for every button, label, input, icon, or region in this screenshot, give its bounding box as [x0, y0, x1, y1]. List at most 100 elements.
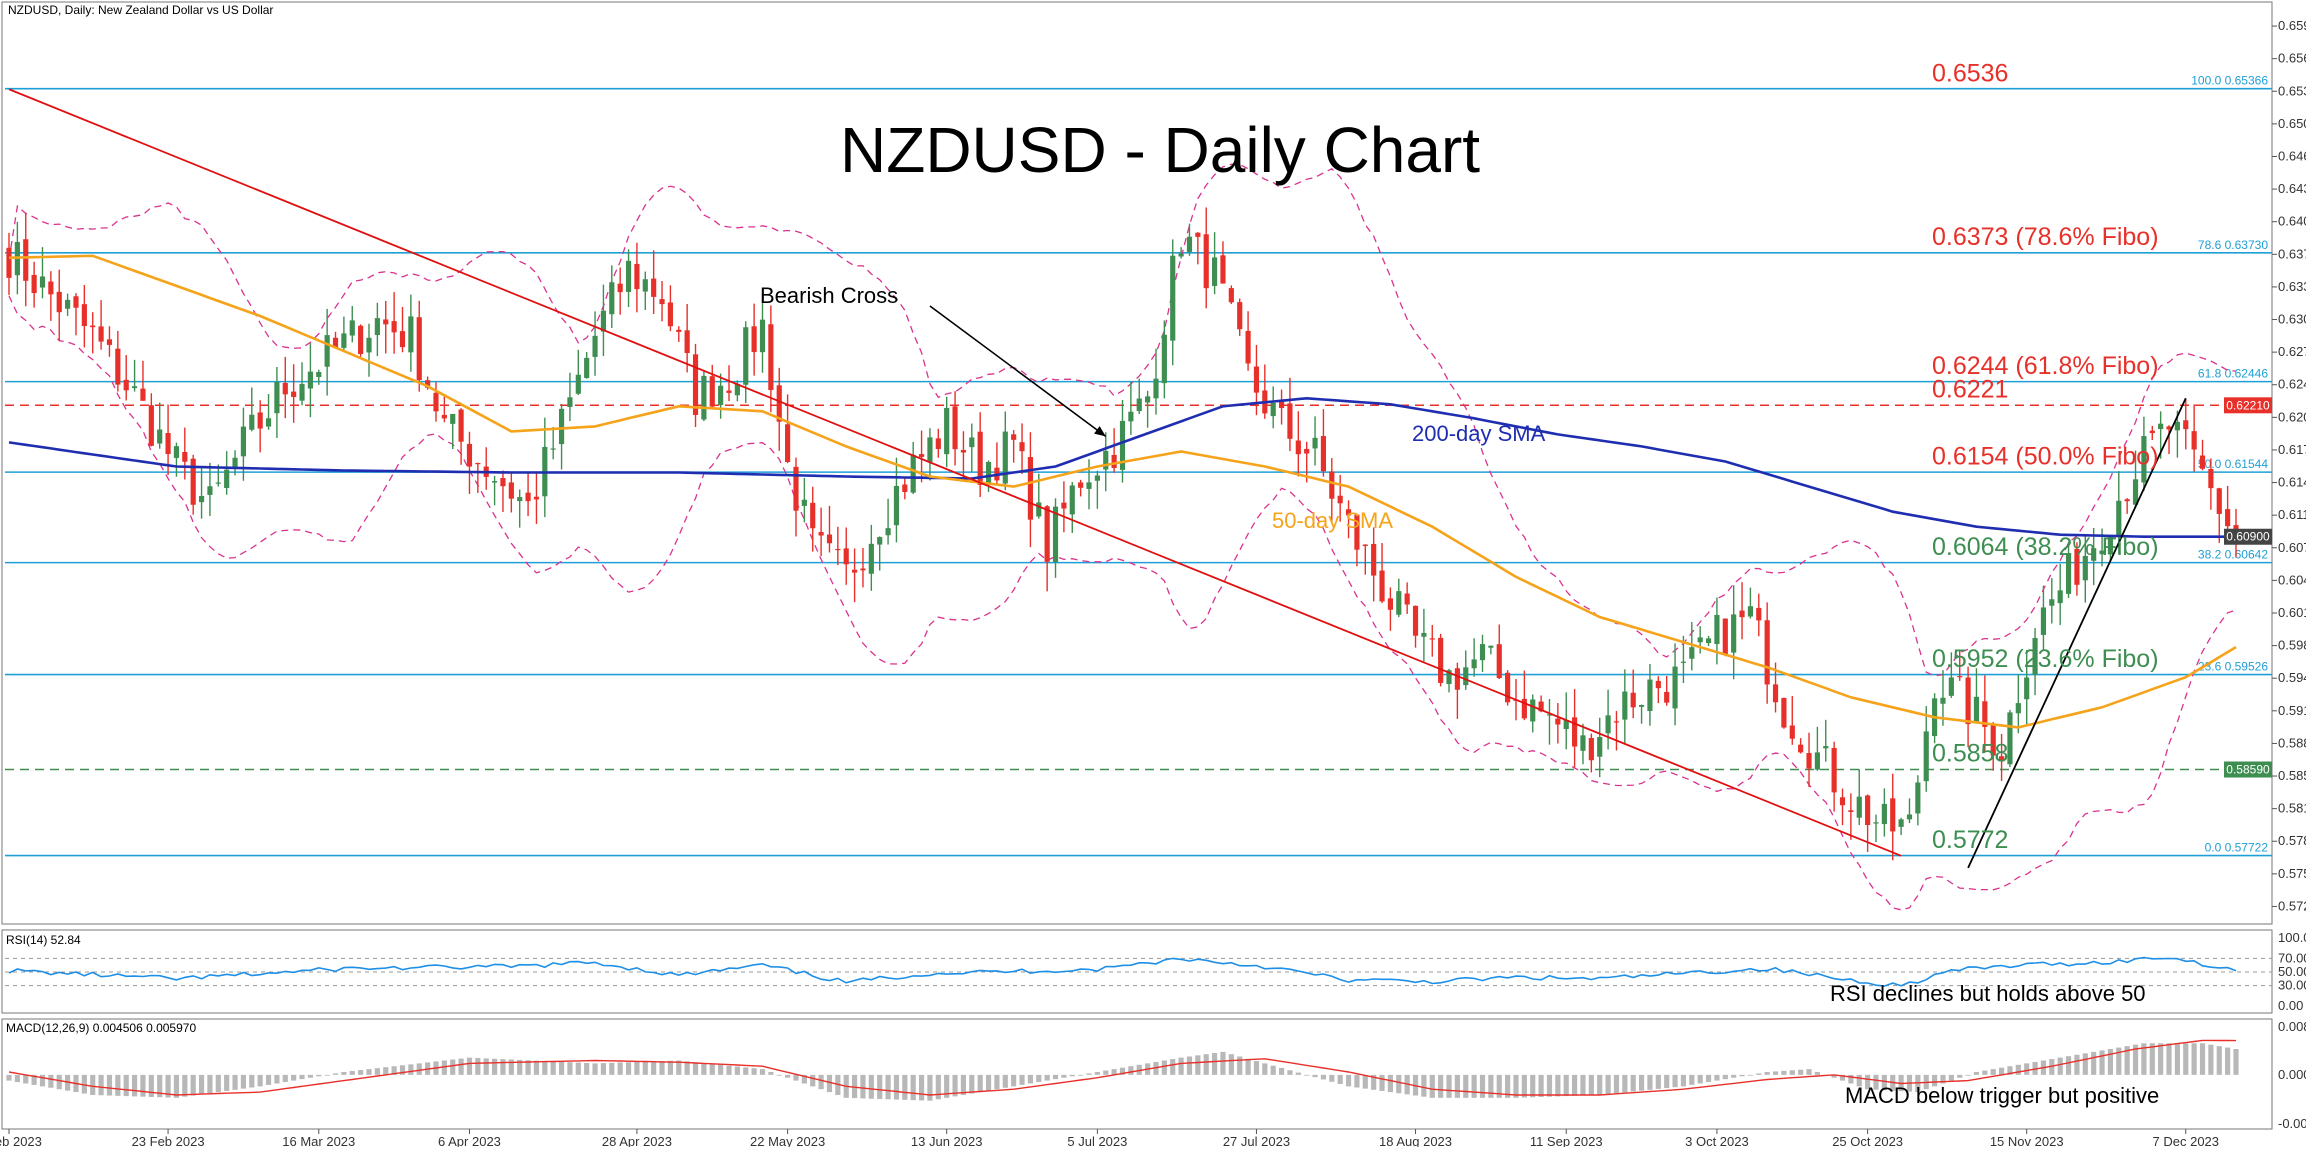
- candle-body: [785, 424, 791, 463]
- macd-histogram-bar: [910, 1074, 916, 1101]
- candle-body: [1664, 691, 1670, 703]
- macd-histogram-bar: [584, 1062, 590, 1075]
- candle-body: [2107, 535, 2114, 555]
- candle-body: [240, 426, 247, 457]
- macd-histogram-bar: [332, 1073, 339, 1075]
- macd-histogram-bar: [1011, 1074, 1017, 1087]
- candle-body: [1605, 715, 1611, 734]
- macd-histogram-bar: [2225, 1047, 2231, 1075]
- level-annotation-2: 0.6244 (61.8% Fibo): [1932, 352, 2159, 380]
- macd-histogram-bar: [2124, 1046, 2130, 1075]
- y-tick-label: 0.58515: [2278, 768, 2306, 783]
- x-tick-label: 3 Oct 2023: [1685, 1134, 1749, 1147]
- macd-histogram-bar: [2082, 1053, 2088, 1075]
- candle-body: [425, 380, 431, 388]
- candle-body: [1136, 398, 1142, 412]
- candle-body: [1002, 431, 1008, 484]
- y-tick-label: 0.57540: [2278, 866, 2306, 881]
- x-tick-label: 23 Feb 2023: [132, 1134, 205, 1147]
- candle-body: [902, 484, 908, 492]
- y-tick-label: 0.60140: [2278, 605, 2306, 620]
- candle-body: [1798, 744, 1804, 753]
- y-tick-label: 0.63715: [2278, 246, 2306, 261]
- candle-body: [927, 437, 933, 462]
- macd-histogram-bar: [2107, 1049, 2114, 1075]
- macd-histogram-bar: [801, 1074, 807, 1084]
- y-tick-label: 0.65990: [2278, 18, 2306, 33]
- candle-body: [2174, 421, 2180, 431]
- macd-histogram-bar: [2074, 1054, 2080, 1075]
- macd-histogram-bar: [701, 1063, 707, 1075]
- candle-body: [2091, 548, 2097, 561]
- macd-histogram-bar: [1446, 1074, 1452, 1098]
- macd-histogram-bar: [1588, 1074, 1594, 1096]
- candle-body: [969, 437, 975, 448]
- y-tick-label: 0.62740: [2278, 344, 2306, 359]
- macd-histogram-bar: [1839, 1074, 1846, 1081]
- candle-body: [726, 390, 732, 393]
- y-tick-label: 0.62415: [2278, 377, 2306, 392]
- candle-body: [692, 354, 699, 416]
- candle-body: [1078, 482, 1084, 488]
- candle-body: [332, 337, 339, 348]
- candle-body: [1973, 696, 1980, 723]
- candle-body: [1764, 620, 1770, 685]
- macd-histogram-bar: [1580, 1074, 1586, 1096]
- macd-histogram-bar: [960, 1074, 967, 1095]
- candle-body: [1119, 420, 1126, 470]
- macd-histogram-bar: [1714, 1074, 1720, 1081]
- macd-histogram-bar: [198, 1074, 205, 1095]
- macd-histogram-bar: [1932, 1074, 1938, 1087]
- candle-body: [441, 414, 447, 419]
- candle-body: [2065, 553, 2072, 594]
- macd-histogram-bar: [1789, 1070, 1795, 1075]
- macd-histogram-bar: [466, 1057, 473, 1075]
- macd-histogram-bar: [1061, 1074, 1067, 1078]
- level-annotation-5: 0.6064 (38.2% Fibo): [1932, 533, 2159, 561]
- macd-histogram-bar: [1454, 1074, 1460, 1098]
- candle-body: [1011, 434, 1017, 440]
- candle-body: [2057, 590, 2063, 604]
- candle-body: [1881, 803, 1887, 825]
- candle-body: [282, 382, 288, 395]
- macd-histogram-bar: [65, 1074, 71, 1091]
- candle-body: [1195, 232, 1201, 237]
- macd-histogram-bar: [257, 1074, 263, 1087]
- candle-body: [1923, 731, 1929, 782]
- candle-body: [1304, 448, 1310, 454]
- candle-body: [960, 449, 967, 453]
- macd-histogram-bar: [952, 1074, 958, 1097]
- rsi-line: [8, 956, 2237, 987]
- x-tick-label: 7 Dec 2023: [2153, 1134, 2220, 1147]
- candle-body: [307, 371, 313, 389]
- candle-body: [182, 451, 188, 462]
- macd-histogram-bar: [1262, 1063, 1268, 1075]
- y-tick-label: 0.59490: [2278, 670, 2306, 685]
- candle-body: [1538, 701, 1544, 712]
- macd-histogram-bar: [374, 1068, 380, 1075]
- macd-histogram-bar: [366, 1069, 372, 1075]
- macd-histogram-bar: [1237, 1056, 1243, 1075]
- macd-histogram-bar: [1831, 1074, 1837, 1078]
- macd-histogram-bar: [2149, 1043, 2155, 1075]
- rsi-y-tick: 50.00: [2278, 964, 2306, 979]
- candle-body: [1865, 795, 1871, 826]
- y-tick-label: 0.59165: [2278, 703, 2306, 718]
- macd-header: MACD(12,26,9) 0.004506 0.005970: [6, 1021, 196, 1035]
- candle-body: [1940, 697, 1946, 704]
- candle-body: [1412, 605, 1419, 636]
- macd-histogram-bar: [500, 1059, 506, 1075]
- candle-body: [1647, 679, 1653, 711]
- candle-body: [709, 376, 715, 407]
- candle-body: [341, 333, 347, 348]
- candle-body: [1312, 437, 1318, 449]
- macd-histogram-bar: [810, 1074, 816, 1087]
- candle-body: [1471, 659, 1477, 669]
- candle-body: [1128, 411, 1134, 422]
- candle-body: [1588, 738, 1594, 761]
- macd-histogram-bar: [1873, 1074, 1879, 1090]
- candle-body: [1580, 735, 1586, 751]
- candle-body: [450, 413, 456, 424]
- x-tick-label: 13 Jun 2023: [911, 1134, 983, 1147]
